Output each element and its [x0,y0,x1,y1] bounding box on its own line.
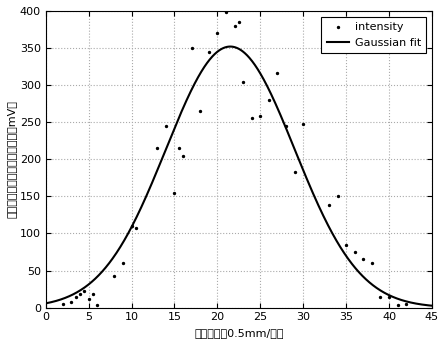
intensity [360,257,367,262]
intensity [235,19,243,25]
intensity [274,70,281,75]
intensity [89,292,96,297]
intensity [231,23,238,29]
intensity [128,223,135,229]
intensity [68,299,75,305]
intensity [132,225,140,230]
intensity [111,274,118,279]
Gaussian fit [345,256,350,260]
intensity [72,294,79,299]
intensity [403,301,410,307]
intensity [120,260,127,266]
intensity [394,303,401,308]
intensity [154,145,161,151]
Line: Gaussian fit: Gaussian fit [45,47,432,306]
intensity [300,121,307,127]
intensity [205,50,212,55]
Legend: intensity, Gaussian fit: intensity, Gaussian fit [321,17,426,53]
intensity [326,203,333,208]
Y-axis label: 光电探测器探测到的电压値／（mV）: 光电探测器探测到的电压値／（mV） [7,100,17,218]
intensity [343,242,350,247]
Gaussian fit [213,51,219,55]
intensity [257,114,264,119]
intensity [282,123,289,129]
intensity [94,303,101,308]
intensity [179,153,186,158]
intensity [162,123,169,129]
intensity [351,249,358,255]
Gaussian fit [83,285,88,289]
Gaussian fit [309,187,314,191]
intensity [385,294,392,299]
Gaussian fit [429,304,435,308]
intensity [248,116,255,121]
Gaussian fit [227,45,233,49]
intensity [81,288,88,294]
intensity [85,296,92,302]
intensity [265,97,273,103]
intensity [377,295,384,300]
Gaussian fit [43,301,48,305]
intensity [188,45,195,51]
intensity [223,9,230,14]
intensity [368,260,376,266]
intensity [76,292,83,297]
intensity [291,169,298,175]
X-axis label: 采样点／（0.5mm/点）: 采样点／（0.5mm/点） [194,328,284,338]
intensity [334,194,341,199]
intensity [175,145,182,151]
intensity [171,190,178,195]
intensity [214,30,221,36]
intensity [197,108,204,114]
intensity [240,79,247,85]
intensity [59,301,66,307]
Gaussian fit [351,265,357,269]
Gaussian fit [199,69,205,73]
